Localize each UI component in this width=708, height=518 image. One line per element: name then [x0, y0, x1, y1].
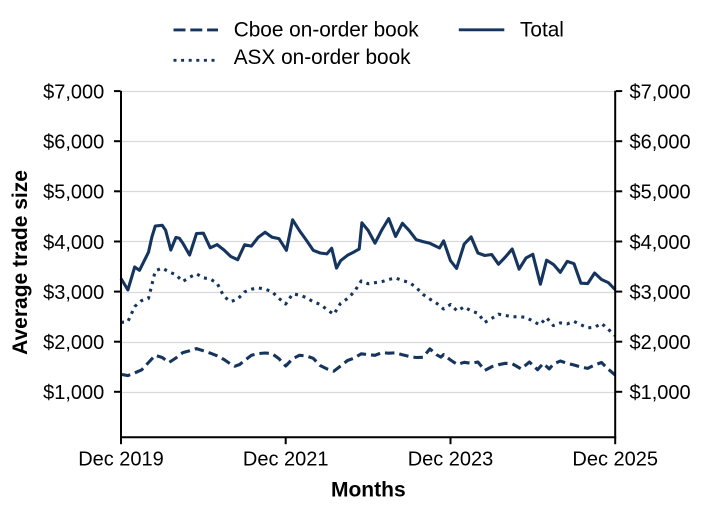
svg-text:$4,000: $4,000: [630, 232, 691, 254]
svg-text:Average trade size: Average trade size: [9, 170, 32, 355]
svg-text:$5,000: $5,000: [630, 182, 691, 204]
svg-text:ASX on-order book: ASX on-order book: [234, 46, 411, 69]
svg-text:$3,000: $3,000: [630, 282, 691, 304]
svg-text:Total: Total: [520, 19, 564, 42]
svg-text:$7,000: $7,000: [43, 81, 104, 103]
svg-text:$6,000: $6,000: [43, 132, 104, 154]
svg-text:Dec 2021: Dec 2021: [243, 449, 329, 471]
svg-text:$2,000: $2,000: [630, 332, 691, 354]
svg-text:Cboe on-order book: Cboe on-order book: [234, 19, 420, 42]
svg-text:Dec 2019: Dec 2019: [78, 449, 164, 471]
svg-text:$4,000: $4,000: [43, 232, 104, 254]
svg-text:$1,000: $1,000: [630, 382, 691, 404]
svg-text:Dec 2023: Dec 2023: [408, 449, 494, 471]
svg-text:$1,000: $1,000: [43, 382, 104, 404]
svg-text:Dec 2025: Dec 2025: [572, 449, 658, 471]
svg-text:$6,000: $6,000: [630, 132, 691, 154]
svg-text:Months: Months: [331, 479, 406, 502]
svg-text:$5,000: $5,000: [43, 182, 104, 204]
svg-text:$2,000: $2,000: [43, 332, 104, 354]
svg-text:$3,000: $3,000: [43, 282, 104, 304]
svg-text:$7,000: $7,000: [630, 81, 691, 103]
